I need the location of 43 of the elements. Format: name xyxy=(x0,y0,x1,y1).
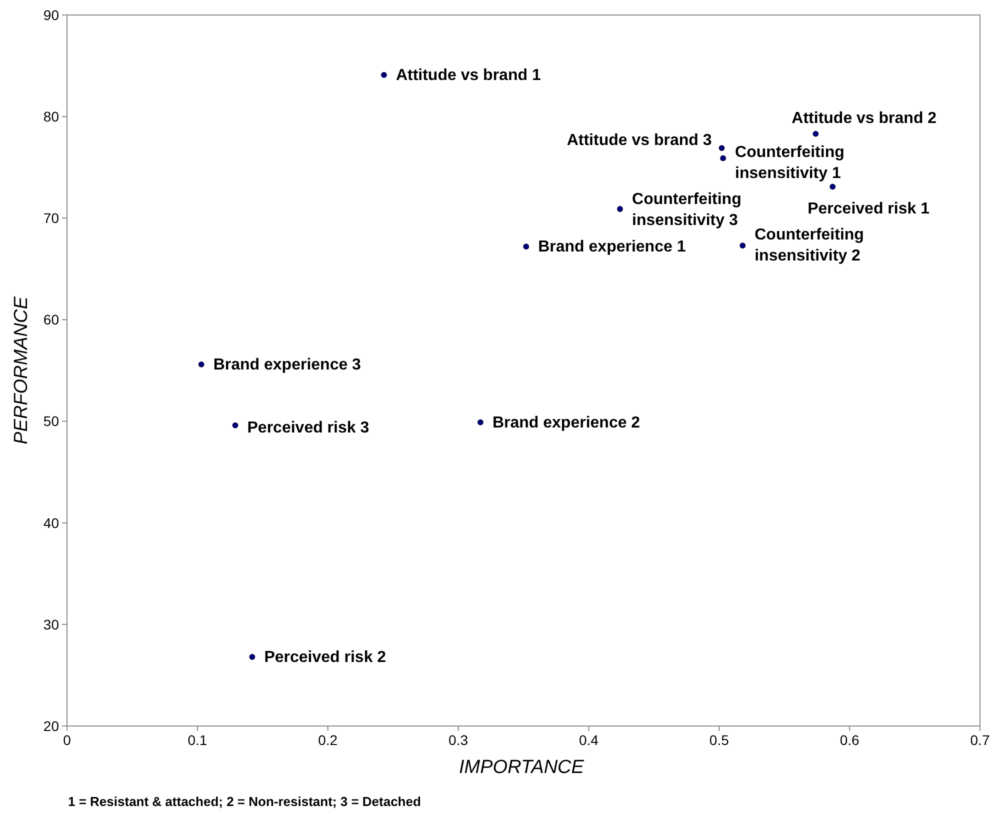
x-axis-title: IMPORTANCE xyxy=(459,757,584,778)
y-tick-label: 80 xyxy=(43,108,60,124)
x-tick-label: 0 xyxy=(63,732,72,748)
annotation: Perceived risk 3 xyxy=(247,418,370,436)
y-tick-label: 40 xyxy=(43,514,60,531)
y-tick-label: 30 xyxy=(43,616,60,632)
y-tick-label: 60 xyxy=(43,312,60,328)
x-tick-label: 0.6 xyxy=(840,732,860,748)
annotation: Counterfeiting insensitivity 2 xyxy=(754,226,864,264)
y-axis-title: PERFORMANCE xyxy=(11,296,32,444)
point xyxy=(830,184,836,190)
annotation: Attitude vs brand 2 xyxy=(792,109,937,126)
y-tick-label: 50 xyxy=(43,413,60,430)
point xyxy=(380,72,387,78)
point xyxy=(617,206,623,212)
x-tick-label: 0.3 xyxy=(448,732,468,748)
point xyxy=(523,244,530,250)
annotation: Attitude vs brand 1 xyxy=(396,66,541,84)
point xyxy=(478,419,484,426)
annotation: Brand experience 1 xyxy=(538,238,686,256)
x-tick-label: 0.1 xyxy=(188,732,208,748)
annotation: Brand experience 3 xyxy=(213,356,362,373)
annotation: Counterfeiting insensitivity 1 xyxy=(735,144,844,182)
annotation: Perceived risk 2 xyxy=(264,648,386,666)
annotation: Perceived risk 1 xyxy=(808,200,930,218)
annotation: Counterfeiting insensitivity 3 xyxy=(632,190,742,228)
point xyxy=(812,130,819,137)
text: 1 = Resistant & attached; 2 = Non-resistant; 3 = Detached xyxy=(68,794,421,809)
point xyxy=(720,155,726,162)
y-tick-label: 90 xyxy=(43,6,60,23)
y-tick-label: 20 xyxy=(43,718,60,734)
point xyxy=(740,242,746,249)
annotation: Brand experience 2 xyxy=(492,414,640,431)
x-tick-label: 0.4 xyxy=(578,732,599,748)
annotation: Attitude vs brand 3 xyxy=(566,132,712,149)
point xyxy=(198,361,204,368)
point xyxy=(249,654,256,660)
x-tick-label: 0.7 xyxy=(970,732,990,748)
x-tick-label: 0.5 xyxy=(709,732,730,748)
x-tick-label: 0.2 xyxy=(318,732,338,748)
y-tick-label: 70 xyxy=(43,210,60,226)
point xyxy=(232,422,238,428)
point xyxy=(718,145,725,151)
